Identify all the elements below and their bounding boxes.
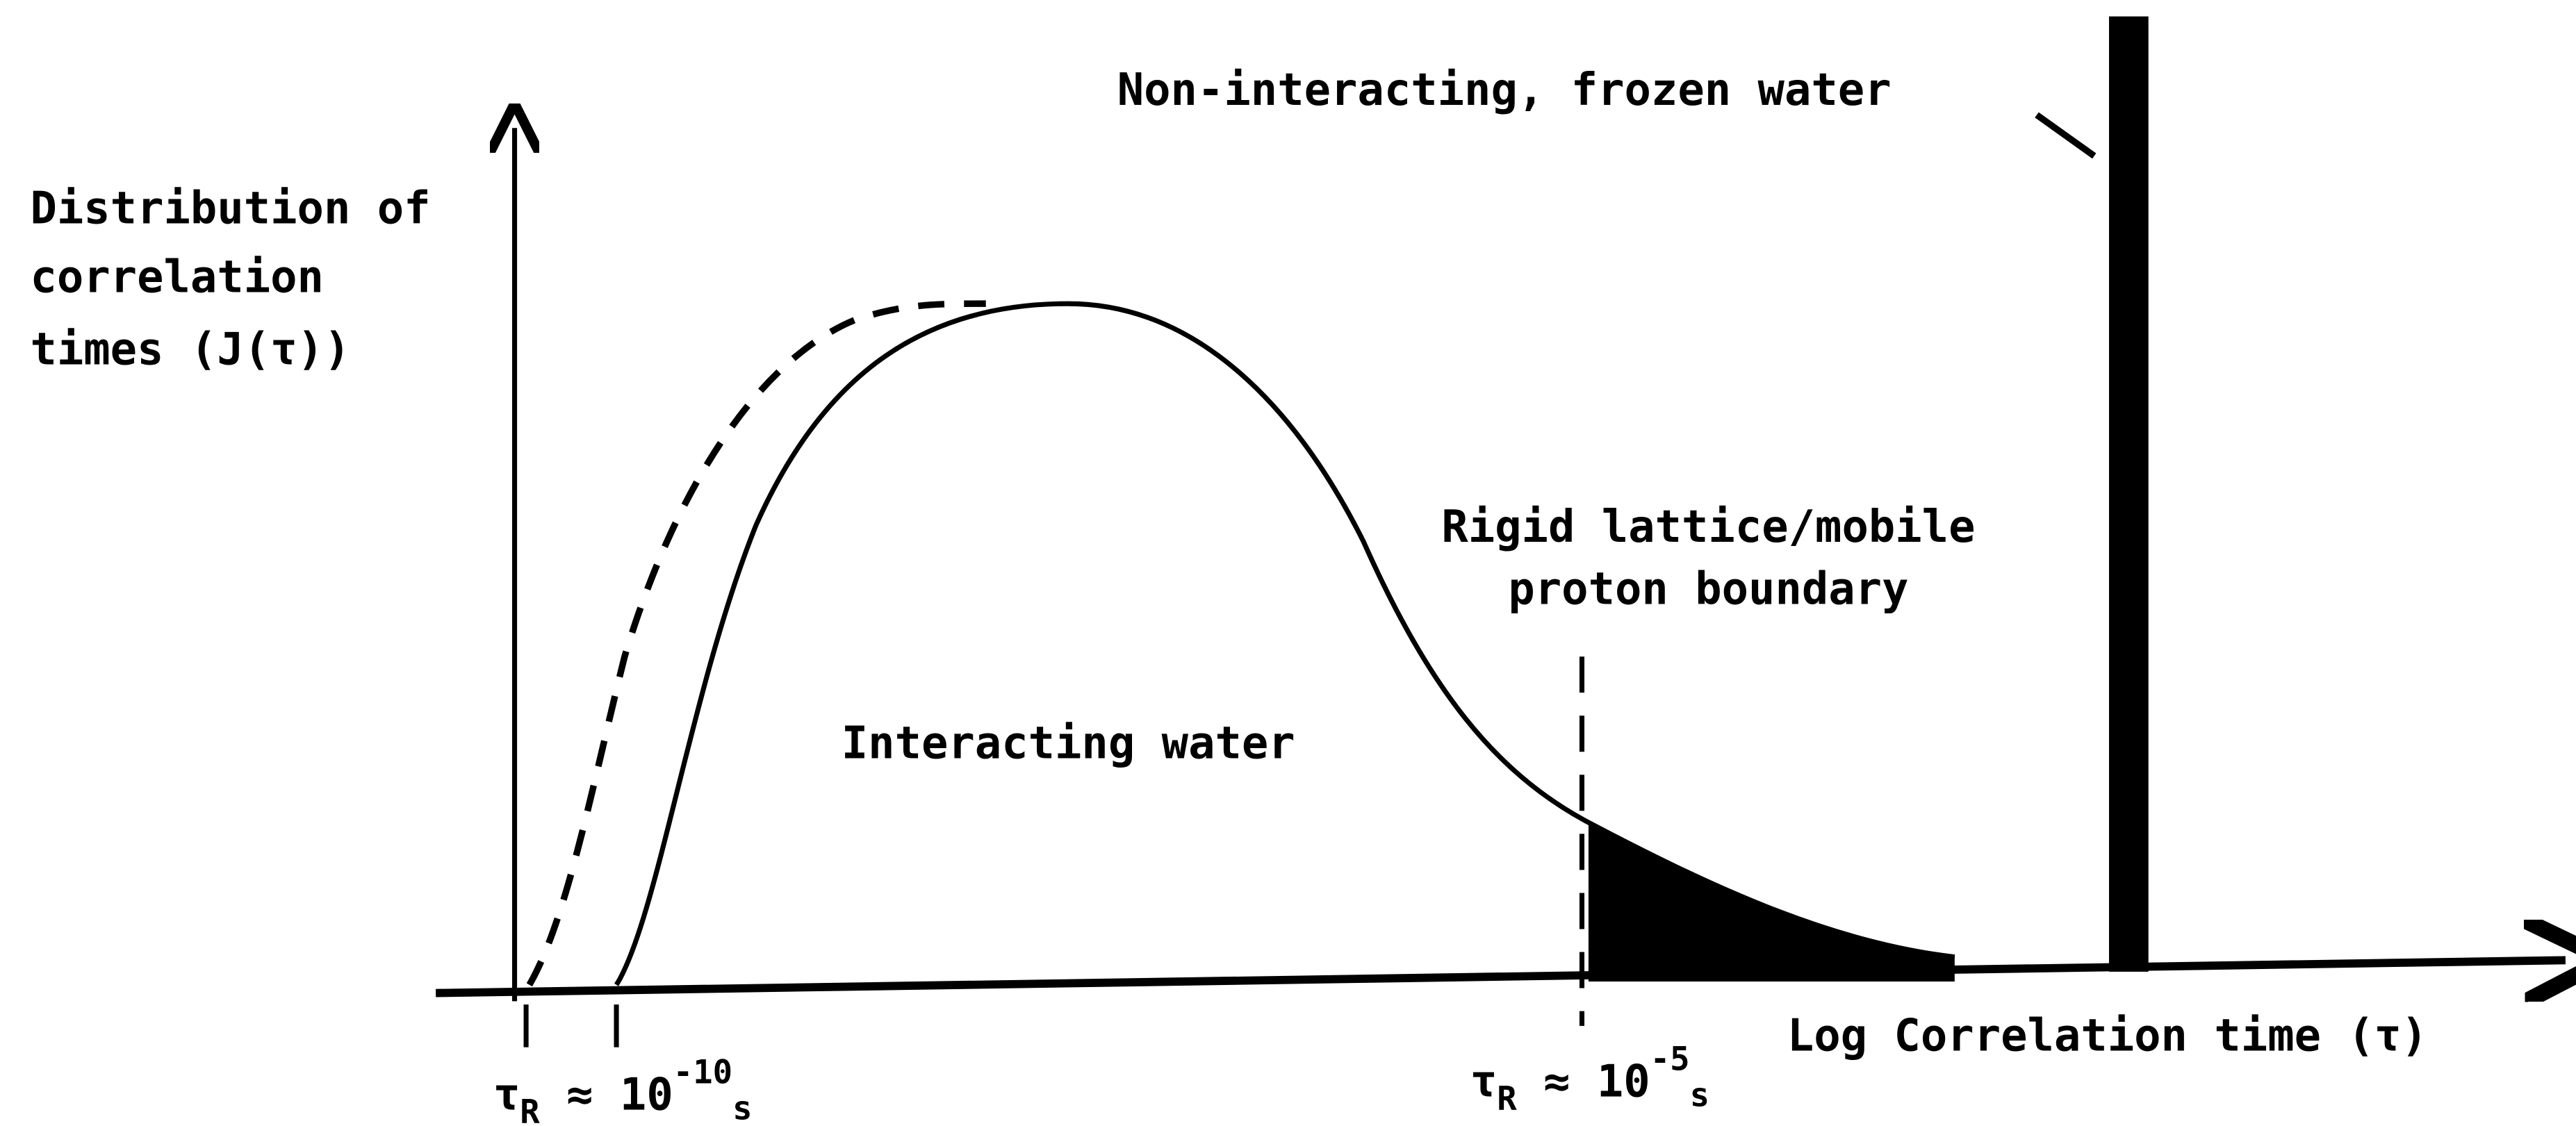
sup: -10 <box>673 1054 732 1092</box>
x-axis-label: Log Correlation time (τ) <box>1787 1010 2428 1061</box>
x-axis <box>436 960 2566 993</box>
unit: s <box>1690 1077 1709 1115</box>
y-axis-label: correlation <box>30 252 324 304</box>
symbol: τ <box>1470 1056 1497 1107</box>
sub: R <box>520 1093 540 1126</box>
dashed-distribution <box>526 300 986 987</box>
y-axis-label: times (J(τ)) <box>30 324 350 376</box>
frozen-pointer <box>2035 112 2097 159</box>
solid-distribution <box>614 301 1955 986</box>
annotation: Rigid lattice/mobile <box>1441 502 1975 553</box>
unit: s <box>732 1090 752 1126</box>
symbol: τ <box>493 1069 520 1120</box>
mid: ≈ 10 <box>1517 1056 1650 1107</box>
marker-label: τR ≈ 10-10s <box>493 1054 753 1126</box>
marker-label: τR ≈ 10-5s <box>1470 1041 1709 1118</box>
rigid-lattice-area <box>1588 820 1955 982</box>
annotation: Non-interacting, frozen water <box>1117 65 1892 116</box>
sub: R <box>1497 1079 1517 1118</box>
frozen-water-bar <box>2108 16 2149 972</box>
y-axis-label: Distribution of <box>30 183 430 234</box>
mid: ≈ 10 <box>540 1069 673 1120</box>
sup: -5 <box>1650 1041 1690 1079</box>
annotation: proton boundary <box>1508 564 1908 615</box>
annotation: Interacting water <box>842 718 1295 770</box>
